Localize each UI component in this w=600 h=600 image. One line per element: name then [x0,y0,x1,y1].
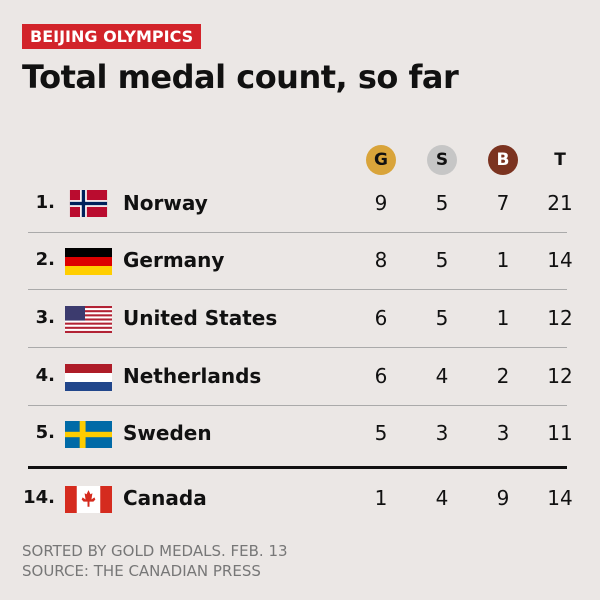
medal-count: 5 [435,191,449,215]
medal-count: 4 [435,364,449,388]
country: Norway [123,191,208,215]
medal-count: 9 [374,191,388,215]
medal-count: 14 [547,248,573,272]
medal-count: 12 [547,306,573,330]
rank: 1. [35,192,55,213]
flag-usa [65,306,112,333]
medal-count: 4 [435,486,449,510]
country: Canada [123,486,207,510]
flag-netherlands [65,364,112,391]
medal-count: 5 [435,306,449,330]
row-separator [28,232,567,233]
column-header: G [366,145,396,175]
rank: 14. [23,487,55,508]
medal-count: 5 [374,421,388,445]
medal-count: 9 [496,486,510,510]
row-separator [28,405,567,406]
medal-count: 8 [374,248,388,272]
country: Netherlands [123,364,262,388]
flag-germany [65,248,112,275]
rank: 4. [35,365,55,386]
medal-count: 11 [547,421,573,445]
medal-count: 2 [496,364,510,388]
rank: 5. [35,422,55,443]
country: United States [123,306,278,330]
medal-count: 1 [374,486,388,510]
source: SOURCE: THE CANADIAN PRESS [22,562,261,580]
medal-count: 1 [496,306,510,330]
flag-sweden [65,421,112,448]
medal-count: 3 [496,421,510,445]
flag-norway [69,190,108,217]
title: Total medal count, so far [22,58,459,96]
medal-count: 14 [547,486,573,510]
country: Germany [123,248,225,272]
medal-count: 5 [435,248,449,272]
rank: 2. [35,249,55,270]
medal-count: 12 [547,364,573,388]
medal-count: 3 [435,421,449,445]
column-header: B [488,145,518,175]
medal-count: 7 [496,191,510,215]
medal-count: 21 [547,191,573,215]
medal-count: 1 [496,248,510,272]
medal-count: 6 [374,364,388,388]
row-separator [28,347,567,348]
row-separator [28,289,567,290]
flag-canada [65,486,112,513]
note: SORTED BY GOLD MEDALS. FEB. 13 [22,542,288,560]
rank: 3. [35,307,55,328]
divider [28,466,567,469]
column-header: T [554,150,566,170]
tag: BEIJING OLYMPICS [22,24,202,49]
column-header: S [427,145,457,175]
country: Sweden [123,421,212,445]
medal-count: 6 [374,306,388,330]
